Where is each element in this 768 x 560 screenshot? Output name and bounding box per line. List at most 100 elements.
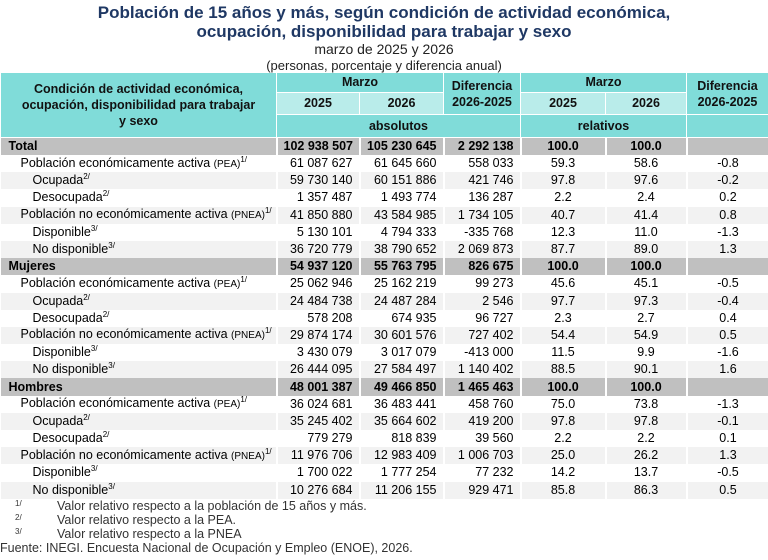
- table-row: Disponible3/5 130 101 4 794 333 -335 768 12…: [1, 223, 768, 241]
- footnote-ref: 2/: [83, 412, 90, 422]
- rel-2025-cell: 75.0: [519, 395, 606, 413]
- table-row: Población no económicamente activa (PNEA…: [0, 326, 768, 345]
- footnote-ref: 2/: [83, 292, 90, 302]
- footnote-ref: 3/: [90, 223, 98, 233]
- abs-diff-cell: 419 200: [442, 412, 521, 430]
- row-label-text: Disponible: [32, 345, 91, 360]
- header-empty: [686, 114, 768, 138]
- abs-2025-cell: 3 430 079: [275, 344, 360, 362]
- table-row: Desocupada2/578 208 674 935 96 727 2.3 2.7 0.…: [1, 309, 768, 327]
- header-marzo-abs: Marzo: [276, 72, 444, 93]
- row-label-abbr: (PNEA): [231, 210, 265, 222]
- row-label: Población económicamente activa (PEA)1/: [1, 275, 277, 292]
- table-row: Desocupada2/1 357 487 1 493 774 136 287 2.2…: [1, 189, 768, 207]
- footnote-ref: 2/: [102, 429, 110, 439]
- row-label-text: Población no económicamente activa: [20, 447, 232, 462]
- row-label-text: Total: [8, 139, 38, 153]
- rel-2025-cell: 100.0: [519, 137, 606, 155]
- abs-2025-cell: 11 976 706: [275, 447, 360, 465]
- footnote: 3/Valor relativo respecto a la PNEA: [0, 527, 768, 541]
- rel-diff-cell: 1.3: [685, 240, 768, 259]
- row-label: Disponible3/: [1, 344, 277, 361]
- abs-2026-cell: 105 230 645: [358, 137, 444, 155]
- subtitle: marzo de 2025 y 2026: [314, 41, 454, 57]
- footnote-ref: 2/: [83, 172, 90, 182]
- abs-diff-cell: 1 140 402: [442, 361, 521, 379]
- footnote-text: Valor relativo respecto a la población d…: [57, 498, 367, 513]
- table-row: Población económicamente activa (PEA)1/2…: [1, 275, 768, 293]
- row-label: Desocupada2/: [1, 189, 277, 206]
- row-label: Población económicamente activa (PEA)1/: [1, 155, 277, 172]
- abs-2026-cell: 3 017 079: [358, 344, 444, 362]
- abs-diff-cell: 1 465 463: [442, 378, 521, 396]
- rel-2026-cell: 54.9: [604, 326, 687, 345]
- row-label-abbr: (PEA): [213, 158, 241, 170]
- row-label-text: Población económicamente activa: [20, 275, 214, 290]
- row-label-text: Población no económicamente activa: [20, 327, 232, 342]
- rel-2025-cell: 59.3: [519, 155, 606, 173]
- table-row: No disponible3/36 720 779 38 790 652 2 069…: [0, 240, 768, 259]
- abs-2025-cell: 48 001 387: [275, 378, 360, 396]
- title-line-2: ocupación, disponibilidad para trabajar …: [196, 22, 572, 41]
- row-label-text: Población no económicamente activa: [20, 207, 232, 222]
- rel-diff-cell: [685, 258, 768, 276]
- row-label: Disponible3/: [1, 224, 277, 241]
- rel-2026-cell: 2.2: [604, 430, 687, 448]
- header-diff-abs: Diferencia 2026-2025: [443, 72, 521, 115]
- abs-2026-cell: 61 645 660: [358, 155, 444, 173]
- rel-2025-cell: 88.5: [519, 361, 606, 379]
- abs-diff-cell: 99 273: [442, 275, 521, 293]
- table-row: Hombres 48 001 387 49 466 850 1 465 463 100.…: [0, 378, 768, 396]
- header-marzo-rel: Marzo: [520, 72, 687, 93]
- row-label: Población no económicamente activa (PNEA…: [0, 447, 277, 465]
- abs-diff-cell: 458 760: [442, 395, 521, 413]
- table-row: Disponible3/1 700 022 1 777 254 77 232 14.2…: [1, 464, 768, 482]
- footnote-number: 3/: [15, 526, 22, 536]
- row-label-text: Ocupada: [32, 173, 84, 188]
- rel-2026-cell: 100.0: [604, 378, 687, 396]
- rel-2026-cell: 11.0: [604, 223, 687, 241]
- row-label: Ocupada2/: [0, 412, 277, 430]
- row-label: Población no económicamente activa (PNEA…: [0, 207, 277, 224]
- abs-diff-cell: 727 402: [442, 326, 521, 345]
- abs-2026-cell: 12 983 409: [358, 447, 444, 465]
- row-label-text: No disponible: [32, 482, 109, 497]
- row-label: Mujeres: [0, 258, 277, 276]
- table-row: Ocupada2/35 245 402 35 664 602 419 200 97.8…: [0, 412, 768, 430]
- header-2025-rel: 2025: [520, 92, 606, 115]
- header-condition: Condición de actividad económica, ocupac…: [0, 72, 277, 138]
- footnote-ref: 3/: [90, 464, 98, 474]
- table-row: Ocupada2/24 484 738 24 487 284 2 546 97.7 97…: [0, 292, 768, 310]
- rel-diff-cell: 0.4: [685, 309, 768, 327]
- table-row: No disponible3/26 444 095 27 584 497 1 140…: [0, 361, 768, 379]
- row-label-text: Mujeres: [8, 259, 56, 274]
- rel-2025-cell: 14.2: [519, 464, 606, 482]
- row-label: No disponible3/: [0, 240, 277, 259]
- rel-diff-cell: 0.8: [685, 206, 768, 224]
- rel-2025-cell: 2.3: [519, 309, 606, 327]
- rel-2026-cell: 41.4: [604, 206, 687, 224]
- row-label: Población económicamente activa (PEA)1/: [1, 396, 277, 413]
- rel-diff-cell: 0.2: [685, 189, 768, 207]
- abs-diff-cell: -335 768: [442, 223, 521, 241]
- abs-2026-cell: 36 483 441: [358, 395, 444, 413]
- row-label: Desocupada2/: [1, 430, 277, 447]
- row-label: Ocupada2/: [0, 292, 277, 310]
- row-label: Disponible3/: [1, 464, 277, 481]
- header-2025-abs: 2025: [276, 92, 360, 115]
- rel-2025-cell: 100.0: [519, 258, 606, 276]
- rel-2025-cell: 11.5: [519, 344, 606, 362]
- abs-diff-cell: 2 292 138: [442, 137, 521, 155]
- row-label: Total: [0, 137, 277, 155]
- table-row: Población no económicamente activa (PNEA…: [0, 447, 768, 465]
- rel-2026-cell: 100.0: [604, 137, 687, 155]
- abs-2025-cell: 5 130 101: [275, 223, 360, 241]
- abs-2025-cell: 35 245 402: [275, 412, 360, 430]
- header-relativos: relativos: [520, 114, 687, 138]
- row-label-abbr: (PNEA): [231, 330, 265, 342]
- rel-2026-cell: 58.6: [604, 155, 687, 173]
- rel-2026-cell: 90.1: [604, 361, 687, 379]
- footnote-ref: 3/: [90, 344, 98, 353]
- header-2026-abs: 2026: [359, 92, 444, 115]
- table-row: Desocupada2/779 279 818 839 39 560 2.2 2.2 0.…: [1, 430, 768, 448]
